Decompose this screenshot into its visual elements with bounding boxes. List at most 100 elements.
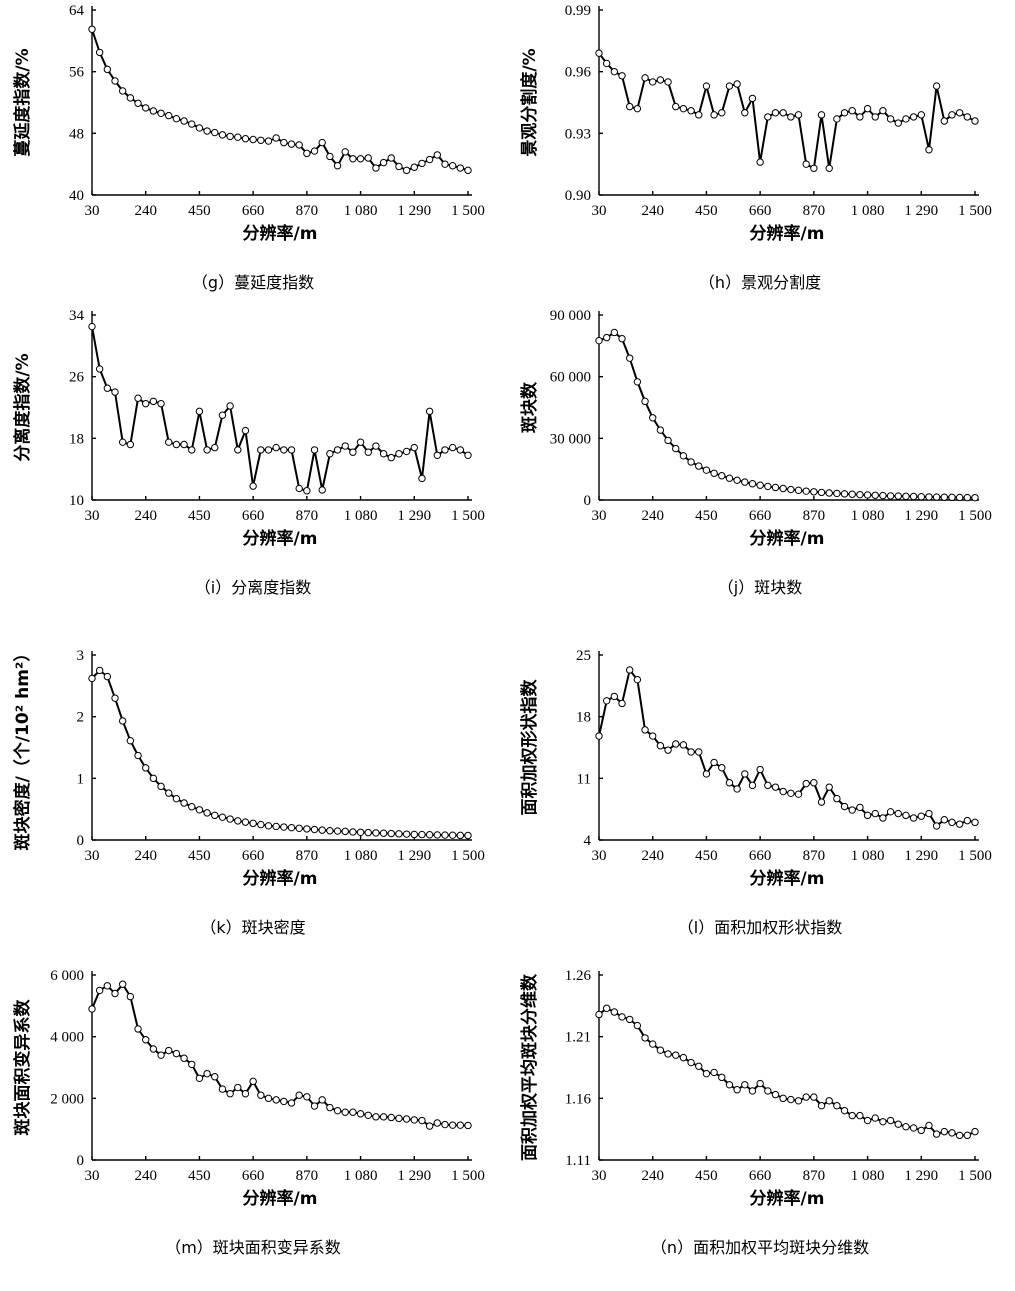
data-point: [955, 1131, 964, 1140]
x-tick-label: 870: [803, 508, 826, 524]
data-point: [710, 1068, 718, 1077]
data-point: [379, 450, 388, 458]
y-tick-label: 10: [69, 493, 84, 509]
data-point: [886, 1116, 895, 1125]
data-point: [118, 717, 127, 725]
data-point: [88, 322, 96, 331]
data-point: [656, 742, 665, 750]
data-point: [618, 72, 626, 80]
data-point: [180, 440, 188, 449]
y-tick-label: 4 000: [50, 1030, 84, 1046]
data-point: [602, 59, 611, 68]
data-point: [241, 135, 250, 143]
data-point: [748, 781, 757, 790]
data-point: [157, 1051, 165, 1059]
y-axis-label: 分离度指数/%: [12, 353, 33, 461]
data-point: [733, 1086, 741, 1094]
data-point: [695, 748, 703, 756]
data-point: [833, 489, 841, 498]
x-tick-label: 660: [242, 848, 265, 864]
data-point: [441, 831, 449, 839]
data-point: [318, 486, 326, 494]
data-point: [695, 462, 703, 470]
y-axis-label: 景观分割度/%: [519, 48, 540, 156]
data-point: [879, 1118, 887, 1126]
chart-caption: （i）分离度指数: [195, 578, 311, 597]
data-point: [771, 1090, 780, 1099]
chart-svg-j: 30 240 450 660 870 1 080 1 290 1 500 0 30 000 60 0…: [519, 308, 992, 597]
data-point: [810, 1093, 818, 1101]
data-point: [764, 113, 772, 121]
data-point: [602, 1004, 611, 1012]
series-line: [91, 326, 469, 493]
data-point: [103, 65, 112, 74]
data-point: [618, 334, 626, 343]
x-tick-label: 660: [242, 1168, 265, 1184]
data-point: [142, 764, 150, 772]
y-tick-label: 2 000: [50, 1091, 84, 1107]
data-point: [894, 809, 902, 818]
data-point: [111, 694, 119, 702]
data-point: [418, 474, 426, 483]
data-point: [395, 450, 403, 458]
data-point: [664, 1050, 672, 1058]
data-point: [656, 1046, 665, 1054]
y-tick-label: 1.21: [565, 1030, 591, 1046]
data-point: [863, 811, 872, 820]
chart-panel-k: 30 240 450 660 870 1 080 1 290 1 500 0 1 2 3 分辨率/m 斑块…: [0, 645, 507, 967]
data-point: [410, 163, 418, 171]
data-point: [410, 443, 418, 452]
data-point: [925, 1121, 933, 1130]
data-point: [909, 492, 918, 501]
x-tick-label: 1 290: [904, 203, 938, 219]
data-point: [633, 378, 642, 386]
data-point: [211, 443, 219, 452]
data-point: [863, 491, 872, 499]
x-tick-label: 1 080: [851, 203, 885, 219]
data-point: [149, 107, 158, 115]
y-tick-label: 1.16: [565, 1091, 592, 1107]
y-tick-label: 6 000: [50, 968, 84, 984]
data-point: [203, 1069, 211, 1078]
data-point: [280, 1097, 288, 1106]
data-point: [817, 488, 826, 497]
data-point: [940, 117, 949, 125]
data-point: [172, 1049, 181, 1058]
data-point: [103, 982, 112, 990]
chart-caption: （g）蔓延度指数: [192, 273, 314, 292]
data-point: [134, 99, 142, 107]
data-point: [295, 824, 303, 832]
y-tick-label: 11: [577, 771, 591, 787]
data-point: [871, 491, 879, 499]
y-axis-label: 面积加权平均斑块分维数: [519, 973, 540, 1161]
data-point: [326, 827, 334, 835]
data-point: [909, 113, 918, 121]
data-point: [172, 440, 181, 449]
data-point: [710, 469, 718, 477]
data-point: [902, 811, 910, 820]
data-point: [794, 486, 803, 495]
data-point: [364, 448, 372, 456]
data-point: [840, 109, 849, 117]
x-tick-label: 1 290: [397, 508, 431, 524]
y-tick-label: 18: [69, 431, 84, 447]
data-point: [456, 446, 465, 454]
data-point: [702, 770, 711, 778]
data-point: [287, 823, 296, 832]
data-point: [226, 402, 234, 410]
y-tick-label: 60 000: [550, 370, 591, 386]
x-tick-label: 870: [296, 1168, 319, 1184]
data-point: [702, 1069, 711, 1078]
data-point: [802, 160, 810, 168]
data-point: [641, 726, 649, 734]
data-point: [433, 151, 442, 159]
x-tick-label: 450: [695, 508, 718, 524]
data-point: [349, 155, 357, 163]
data-point: [625, 1015, 634, 1024]
x-tick-label: 30: [592, 203, 607, 219]
chart-panel-i: 30 240 450 660 870 1 080 1 290 1 500 10 18 26 34 分辨率…: [0, 305, 507, 627]
series-line: [91, 669, 469, 837]
data-point: [948, 818, 956, 827]
data-point: [172, 794, 181, 803]
x-tick-label: 1 290: [397, 203, 431, 219]
